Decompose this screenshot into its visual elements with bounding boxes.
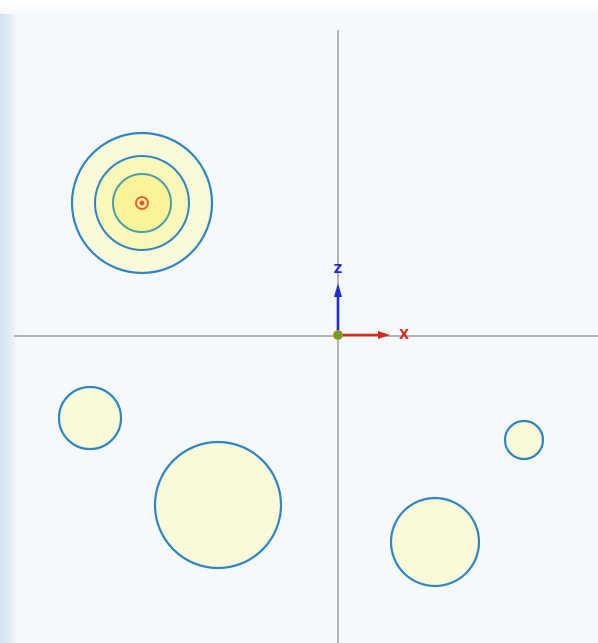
peak-marker-inner [139,200,145,206]
viewport-top-shading [0,0,598,14]
z-axis-label: Z [334,262,343,276]
x-axis-arrow[interactable] [340,331,390,339]
peak-marker-outer [135,196,149,210]
object-circle-large-bottom[interactable] [153,440,283,570]
object-contour-large[interactable] [70,131,214,275]
viewport-edge-shading [0,0,18,643]
object-circle-tiny-right[interactable] [503,419,545,461]
object-circle-medium-bottom-right[interactable] [389,496,481,588]
origin-marker[interactable] [333,330,343,340]
z-axis-arrow[interactable] [334,283,342,334]
axis-gizmo[interactable]: X Z [333,262,410,343]
x-axis-label: X [399,328,409,343]
object-circle-small-left[interactable] [57,385,123,451]
